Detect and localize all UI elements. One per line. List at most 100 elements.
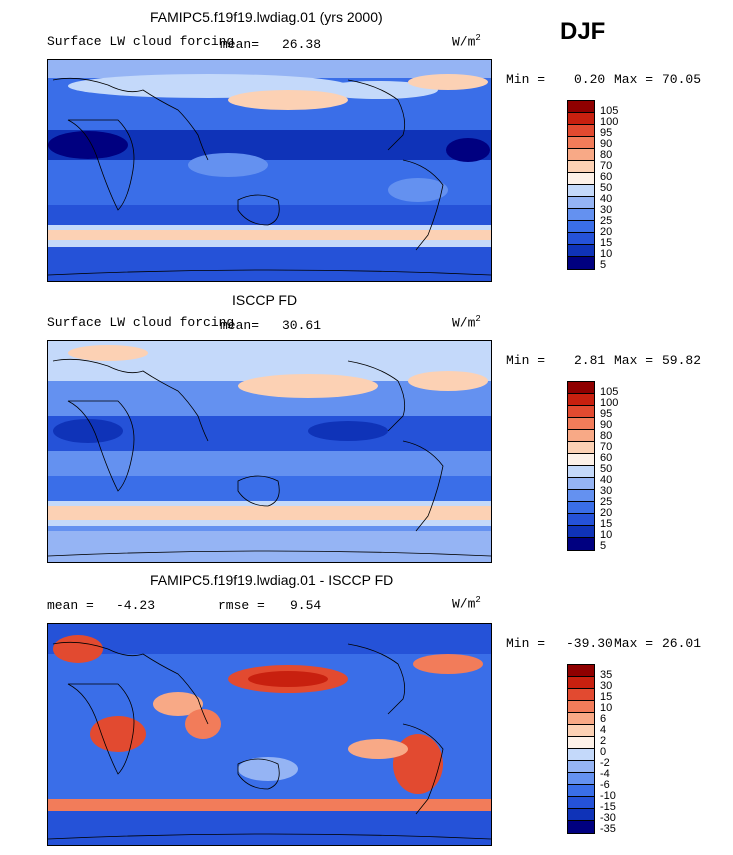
panel2-swatch xyxy=(568,490,594,502)
panel3-coast-eurasia xyxy=(52,641,209,725)
panel1-title: FAMIPC5.f19f19.lwdiag.01 (yrs 2000) xyxy=(150,9,383,25)
panel3-cb-label: 2 xyxy=(600,735,607,747)
panel2-swatch xyxy=(568,502,594,514)
panel3-swatch xyxy=(568,725,594,737)
panel3-max-label: Max = xyxy=(614,636,654,651)
panel3-europe-pos xyxy=(53,635,103,663)
panel1-swatch xyxy=(568,257,594,269)
panel2-swatch xyxy=(568,466,594,478)
panel3-coast-antarctica xyxy=(48,833,491,840)
panel2-s-midlat-band xyxy=(48,506,491,520)
panel2-n-pacific-high xyxy=(238,374,378,398)
panel3-coast-s-america xyxy=(402,723,444,815)
panel3-cb-label: -30 xyxy=(600,812,616,824)
panel1-max-value: 70.05 xyxy=(662,72,702,87)
panel3-swatch xyxy=(568,677,594,689)
panel2-coastlines xyxy=(48,358,491,557)
panel3-max-value: 26.01 xyxy=(662,636,702,651)
season-label: DJF xyxy=(560,18,606,45)
panel2-sahara xyxy=(53,419,123,443)
panel3-s-pacific xyxy=(238,757,298,781)
panel2-coast-eurasia xyxy=(52,358,209,442)
panel1-swatch xyxy=(568,137,594,149)
panel1-map xyxy=(47,59,492,282)
panel3-rmse-value: 9.54 xyxy=(290,598,322,613)
panel2-swatch xyxy=(568,394,594,406)
panel2-cb-label: 90 xyxy=(600,419,613,431)
panel2-cb-label: 25 xyxy=(600,496,613,508)
panel2-cb-label: 105 xyxy=(600,386,619,398)
panel2-s-subtropics xyxy=(48,476,491,501)
panel3-maritime-pos xyxy=(185,709,221,739)
panel1-cb-label: 40 xyxy=(600,193,613,205)
panel1-antarctic xyxy=(48,247,491,281)
panel1-coastlines xyxy=(48,77,491,276)
panel1-swatch xyxy=(568,233,594,245)
panel3-cb-label: -2 xyxy=(600,757,610,769)
panel3-swatch xyxy=(568,749,594,761)
panel3-rmse-label: rmse = xyxy=(218,598,265,613)
panel1-swatch xyxy=(568,101,594,113)
panel2-cb-label: 100 xyxy=(600,397,619,409)
panel1-cb-label: 80 xyxy=(600,149,613,161)
panel2-coast-n-america xyxy=(347,360,406,432)
panel1-units: W/m2 xyxy=(452,33,481,50)
panel2-swatch xyxy=(568,514,594,526)
panel3-title: FAMIPC5.f19f19.lwdiag.01 - ISCCP FD xyxy=(150,572,394,588)
panel2-cb-label: 5 xyxy=(600,540,607,552)
panel3-swatch xyxy=(568,761,594,773)
panel1-coast-n-america xyxy=(347,79,406,151)
panel2-cb-label: 95 xyxy=(600,408,613,420)
panel2-coast-s-america xyxy=(402,440,444,532)
panel2-coast-australia xyxy=(237,475,280,507)
panel1-cb-label: 70 xyxy=(600,160,613,172)
panel2-swatch xyxy=(568,418,594,430)
panel1-swatch xyxy=(568,113,594,125)
panel1-cb-label: 15 xyxy=(600,237,613,249)
panel3-e-pacific-pos xyxy=(348,739,408,759)
panel2-swatch xyxy=(568,430,594,442)
panel3-coastlines xyxy=(48,641,491,840)
panel3-mean-label: mean = xyxy=(47,598,94,613)
panel2-map xyxy=(47,340,492,563)
panel1-coast-eurasia xyxy=(52,77,209,161)
panel1-cb-label: 100 xyxy=(600,116,619,128)
panel2-cb-label: 10 xyxy=(600,529,613,541)
panel2-mean-label: mean= xyxy=(220,318,260,333)
panel3-cb-label: -6 xyxy=(600,779,610,791)
panel1-mean-label: mean= xyxy=(220,37,260,52)
panel1-swatch xyxy=(568,185,594,197)
panel3-cb-label: 0 xyxy=(600,746,607,758)
panel3-swatch xyxy=(568,713,594,725)
panel1-colorbar xyxy=(567,100,595,270)
panel2-map-svg xyxy=(48,341,491,562)
panel1-max-label: Max = xyxy=(614,72,654,87)
panel1-north-pacific-high xyxy=(228,90,348,110)
panel3-coast-australia xyxy=(237,758,280,790)
panel2-units: W/m2 xyxy=(452,314,481,331)
panel1-swatch xyxy=(568,161,594,173)
panel1-cb-label: 95 xyxy=(600,127,613,139)
panel3-swatch xyxy=(568,773,594,785)
panel2-cb-label: 30 xyxy=(600,485,613,497)
panel3-cb-label: -35 xyxy=(600,823,616,835)
panel1-min-label: Min = xyxy=(506,72,546,87)
panel1-amazon xyxy=(388,178,448,202)
panel3-southern-pos-band xyxy=(48,799,491,811)
panel2-subtitle: Surface LW cloud forcing xyxy=(47,315,235,330)
panel3-swatch xyxy=(568,821,594,833)
panel1-s-midlat-band xyxy=(48,230,491,240)
panel2-max-label: Max = xyxy=(614,353,654,368)
panel3-cb-label: 10 xyxy=(600,702,613,714)
panel3-arctic xyxy=(48,624,491,654)
panel3-asia-pos xyxy=(153,692,203,716)
panel1-sahara-low xyxy=(48,131,128,159)
panel3-cb-label: 35 xyxy=(600,669,613,681)
panel1-cb-label: 60 xyxy=(600,171,613,183)
panel2-cb-label: 15 xyxy=(600,518,613,530)
panel1-swatch xyxy=(568,209,594,221)
panel1-mean-value: 26.38 xyxy=(282,37,322,52)
panel1-coast-antarctica xyxy=(48,269,491,276)
panel2-swatch xyxy=(568,406,594,418)
panel2-swatch xyxy=(568,442,594,454)
